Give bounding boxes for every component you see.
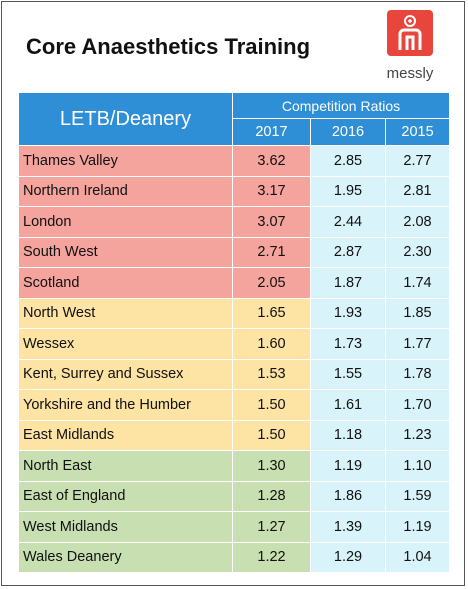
ratio-cell: 2.77 [384, 145, 451, 177]
ratio-cell: 1.55 [310, 358, 386, 390]
table-row: East of England 1.28 1.86 1.59 [18, 480, 451, 512]
ratio-cell: 1.39 [310, 511, 386, 543]
ratio-cell: 2.30 [384, 236, 451, 268]
ratio-cell: 1.74 [384, 267, 451, 299]
ratio-cell: 1.19 [310, 450, 386, 482]
ratio-cell: 2.44 [310, 206, 386, 238]
ratio-cell: 3.07 [232, 206, 311, 238]
ratio-cell: 1.19 [384, 511, 451, 543]
ratio-cell: 1.10 [384, 450, 451, 482]
ratio-cell: 1.23 [384, 419, 451, 451]
ratio-cell: 2.08 [384, 206, 451, 238]
deanery-name: Scotland [18, 267, 233, 299]
table-row: East Midlands 1.50 1.18 1.23 [18, 419, 451, 451]
deanery-name: East of England [18, 480, 233, 512]
ratio-cell: 1.50 [232, 389, 311, 421]
deanery-name: Kent, Surrey and Sussex [18, 358, 233, 390]
table-row: Kent, Surrey and Sussex 1.53 1.55 1.78 [18, 358, 451, 390]
deanery-name: North West [18, 297, 233, 329]
year-header: 2017 [232, 118, 311, 146]
ratio-cell: 1.30 [232, 450, 311, 482]
ratio-cell: 1.77 [384, 328, 451, 360]
ratio-cell: 1.22 [232, 541, 311, 573]
table-row: North West 1.65 1.93 1.85 [18, 297, 451, 329]
year-header: 2016 [310, 118, 386, 146]
ratio-cell: 1.65 [232, 297, 311, 329]
ratio-cell: 1.27 [232, 511, 311, 543]
table-row: South West 2.71 2.87 2.30 [18, 236, 451, 268]
year-header: 2015 [384, 118, 451, 146]
group-header: Competition Ratios [231, 92, 451, 119]
ratio-cell: 1.70 [384, 389, 451, 421]
deanery-name: West Midlands [18, 511, 233, 543]
table-row: Scotland 2.05 1.87 1.74 [18, 267, 451, 299]
ratio-cell: 1.93 [310, 297, 386, 329]
deanery-name: Thames Valley [18, 145, 233, 177]
deanery-name: Northern Ireland [18, 175, 233, 207]
ratio-cell: 1.28 [232, 480, 311, 512]
ratio-cell: 1.04 [384, 541, 451, 573]
ratio-cell: 1.85 [384, 297, 451, 329]
ratio-cell: 1.61 [310, 389, 386, 421]
ratio-cell: 1.60 [232, 328, 311, 360]
ratio-cell: 1.18 [310, 419, 386, 451]
title: Core Anaesthetics Training [26, 34, 311, 59]
deanery-name: Yorkshire and the Humber [18, 389, 233, 421]
ratio-cell: 1.29 [310, 541, 386, 573]
ratio-cell: 1.73 [310, 328, 386, 360]
ratio-cell: 2.71 [232, 236, 311, 268]
ratio-cell: 3.17 [232, 175, 311, 207]
deanery-name: South West [18, 236, 233, 268]
deanery-name: North East [18, 450, 233, 482]
ratio-cell: 2.85 [310, 145, 386, 177]
table-row: North East 1.30 1.19 1.10 [18, 450, 451, 482]
ratio-cell: 1.86 [310, 480, 386, 512]
ratio-cell: 1.95 [310, 175, 386, 207]
table-row: Wessex 1.60 1.73 1.77 [18, 328, 451, 360]
ratio-cell: 2.87 [310, 236, 386, 268]
logo: messly [380, 10, 440, 82]
ratio-cell: 1.50 [232, 419, 311, 451]
ratio-cell: 1.53 [232, 358, 311, 390]
table-row: West Midlands 1.27 1.39 1.19 [18, 511, 451, 543]
ratio-cell: 2.81 [384, 175, 451, 207]
ratio-cell: 1.87 [310, 267, 386, 299]
table-row: London 3.07 2.44 2.08 [18, 206, 451, 238]
deanery-name: London [18, 206, 233, 238]
deanery-name: Wales Deanery [18, 541, 233, 573]
logo-icon [387, 10, 433, 56]
table-row: Yorkshire and the Humber 1.50 1.61 1.70 [18, 389, 451, 421]
ratio-cell: 1.78 [384, 358, 451, 390]
table-row: Northern Ireland 3.17 1.95 2.81 [18, 175, 451, 207]
ratio-cell: 3.62 [232, 145, 311, 177]
deanery-name: Wessex [18, 328, 233, 360]
ratio-cell: 2.05 [232, 267, 311, 299]
deanery-name: East Midlands [18, 419, 233, 451]
table-row: Thames Valley 3.62 2.85 2.77 [18, 145, 451, 177]
ratio-cell: 1.59 [384, 480, 451, 512]
ratio-table: LETB/Deanery Competition Ratios 2017 2016… [18, 92, 451, 573]
table-row: Wales Deanery 1.22 1.29 1.04 [18, 541, 451, 573]
logo-text: messly [386, 65, 434, 82]
name-header: LETB/Deanery [18, 92, 233, 146]
